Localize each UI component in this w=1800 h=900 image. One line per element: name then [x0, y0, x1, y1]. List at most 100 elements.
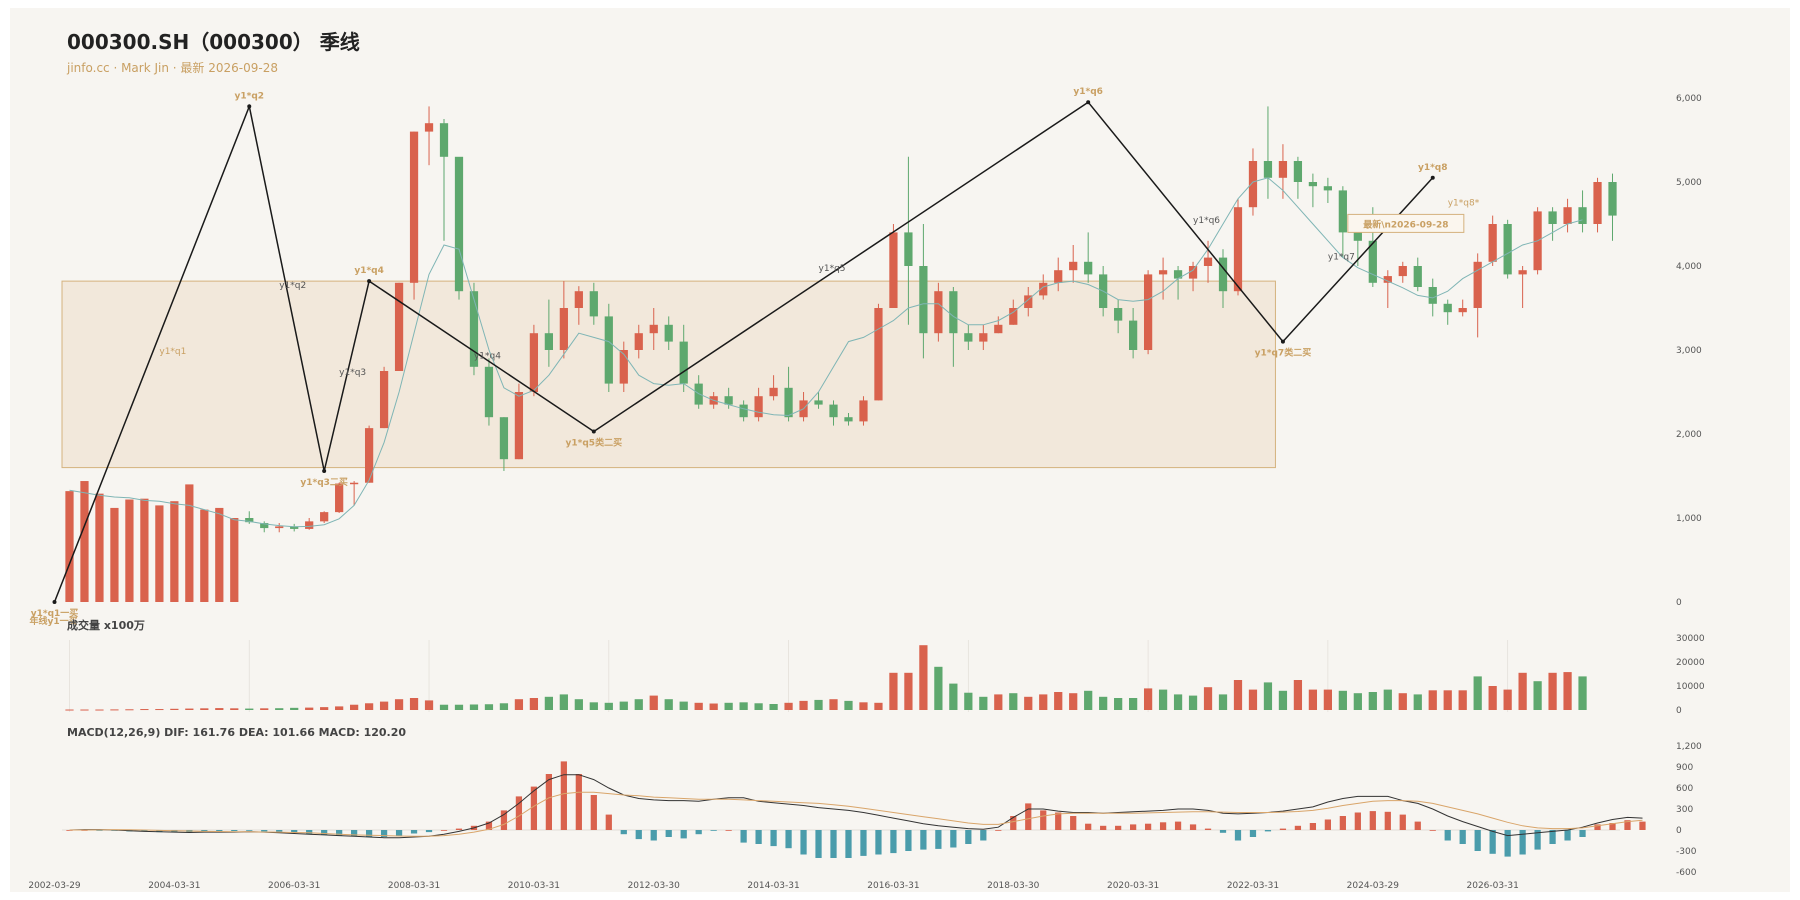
macd-bar — [1339, 816, 1346, 830]
macd-bar — [635, 830, 642, 840]
macd-bar — [785, 830, 792, 849]
volume-bar — [724, 702, 733, 710]
macd-bar — [1264, 830, 1272, 832]
macd-bar — [1159, 822, 1167, 830]
wave-point-label: y1*q7类二买 — [1255, 347, 1312, 359]
volume-bar — [1173, 694, 1183, 710]
macd-bar — [575, 774, 582, 830]
candle-body — [1368, 240, 1377, 283]
candle-body — [1278, 161, 1288, 178]
candle-body — [95, 493, 104, 602]
volume-bar — [709, 703, 718, 710]
macd-bar — [365, 830, 373, 837]
latest-badge — [1347, 213, 1465, 233]
volume-bar — [814, 699, 823, 710]
macd-bar — [995, 830, 1002, 831]
macd-bar — [545, 774, 552, 830]
candle-body — [1413, 266, 1422, 287]
macd-bar — [815, 830, 822, 858]
volume-bar — [1129, 698, 1138, 710]
candle-body — [1203, 257, 1213, 266]
volume-bar — [529, 698, 539, 710]
volume-bar — [1353, 693, 1362, 710]
volume-bar — [260, 708, 269, 710]
candle-body — [574, 291, 583, 308]
candle-body — [949, 291, 958, 334]
volume-bar — [934, 666, 943, 710]
macd-bar — [725, 830, 732, 831]
candle-body — [619, 350, 628, 384]
candle-body — [439, 123, 449, 157]
candle-body — [544, 333, 553, 350]
candle-body — [1323, 186, 1332, 191]
macd-bar — [875, 830, 882, 855]
macd-bar — [1579, 830, 1586, 837]
candle-body — [1158, 270, 1168, 275]
volume-bar — [739, 702, 748, 710]
dea-line — [69, 791, 1643, 837]
candle-body — [170, 501, 179, 602]
macd-bar — [620, 830, 627, 835]
candle-body — [1488, 224, 1497, 262]
macd-bar — [231, 830, 238, 832]
segment-label: y1*q7 — [1328, 252, 1355, 262]
volume-bar — [320, 707, 329, 710]
macd-bar — [770, 830, 777, 847]
x-tick-label: 2026-03-31 — [1467, 881, 1519, 891]
macd-bar — [1609, 823, 1616, 830]
macd-y-tick: 600 — [1676, 784, 1693, 794]
volume-bar — [1233, 680, 1243, 710]
candle-body — [1338, 190, 1347, 233]
candle-body — [499, 417, 509, 460]
candle-body — [1129, 320, 1138, 350]
x-tick-label: 2014-03-31 — [747, 881, 799, 891]
price-y-tick: 4,000 — [1676, 262, 1702, 272]
volume-bar — [1278, 690, 1288, 710]
volume-bar — [1428, 690, 1437, 710]
volume-bar — [65, 709, 74, 711]
price-y-tick: 1,000 — [1676, 514, 1702, 524]
candle-body — [1114, 308, 1123, 321]
wave-point-label: y1*q1一买 — [31, 608, 79, 619]
wave-point — [1430, 175, 1435, 180]
candle-body — [454, 156, 464, 292]
volume-bar — [799, 700, 808, 710]
candle-body — [589, 291, 598, 317]
macd-title: MACD(12,26,9) DIF: 161.76 DEA: 101.66 MA… — [67, 726, 406, 739]
volume-bar — [874, 702, 883, 710]
segment-label: y1*q3 — [339, 368, 366, 378]
volume-bar — [784, 702, 793, 710]
volume-bar — [80, 709, 89, 711]
volume-bar — [409, 698, 419, 710]
macd-bar — [1040, 810, 1047, 830]
volume-bar — [1503, 689, 1512, 710]
volume-bar — [335, 706, 344, 710]
wave-point-label: y1*q5类二买 — [566, 436, 623, 448]
candle-body — [1173, 270, 1183, 279]
candle-body — [350, 482, 359, 485]
macd-bar — [410, 830, 418, 834]
chart-title: 000300.SH（000300） 季线 — [67, 30, 360, 54]
candle-body — [679, 341, 688, 384]
macd-bar — [1219, 830, 1227, 833]
macd-y-tick: 900 — [1676, 763, 1693, 773]
candle-body — [185, 484, 194, 602]
volume-bar — [305, 707, 314, 710]
candle-body — [290, 526, 299, 529]
macd-bar — [1249, 830, 1257, 837]
macd-y-tick: -600 — [1676, 868, 1697, 878]
volume-bar — [544, 696, 553, 710]
macd-bar — [1234, 830, 1242, 841]
macd-bar — [1010, 816, 1017, 830]
volume-bar — [350, 704, 359, 710]
candle-body — [260, 523, 269, 529]
candle-body — [1009, 308, 1018, 325]
macd-bar — [291, 830, 298, 833]
macd-bar — [216, 830, 223, 832]
wave-point — [591, 429, 596, 434]
macd-bar — [710, 830, 717, 831]
volume-bar — [1383, 689, 1392, 710]
macd-bar — [935, 830, 942, 849]
macd-bar — [455, 828, 463, 830]
volume-bar — [424, 700, 434, 710]
